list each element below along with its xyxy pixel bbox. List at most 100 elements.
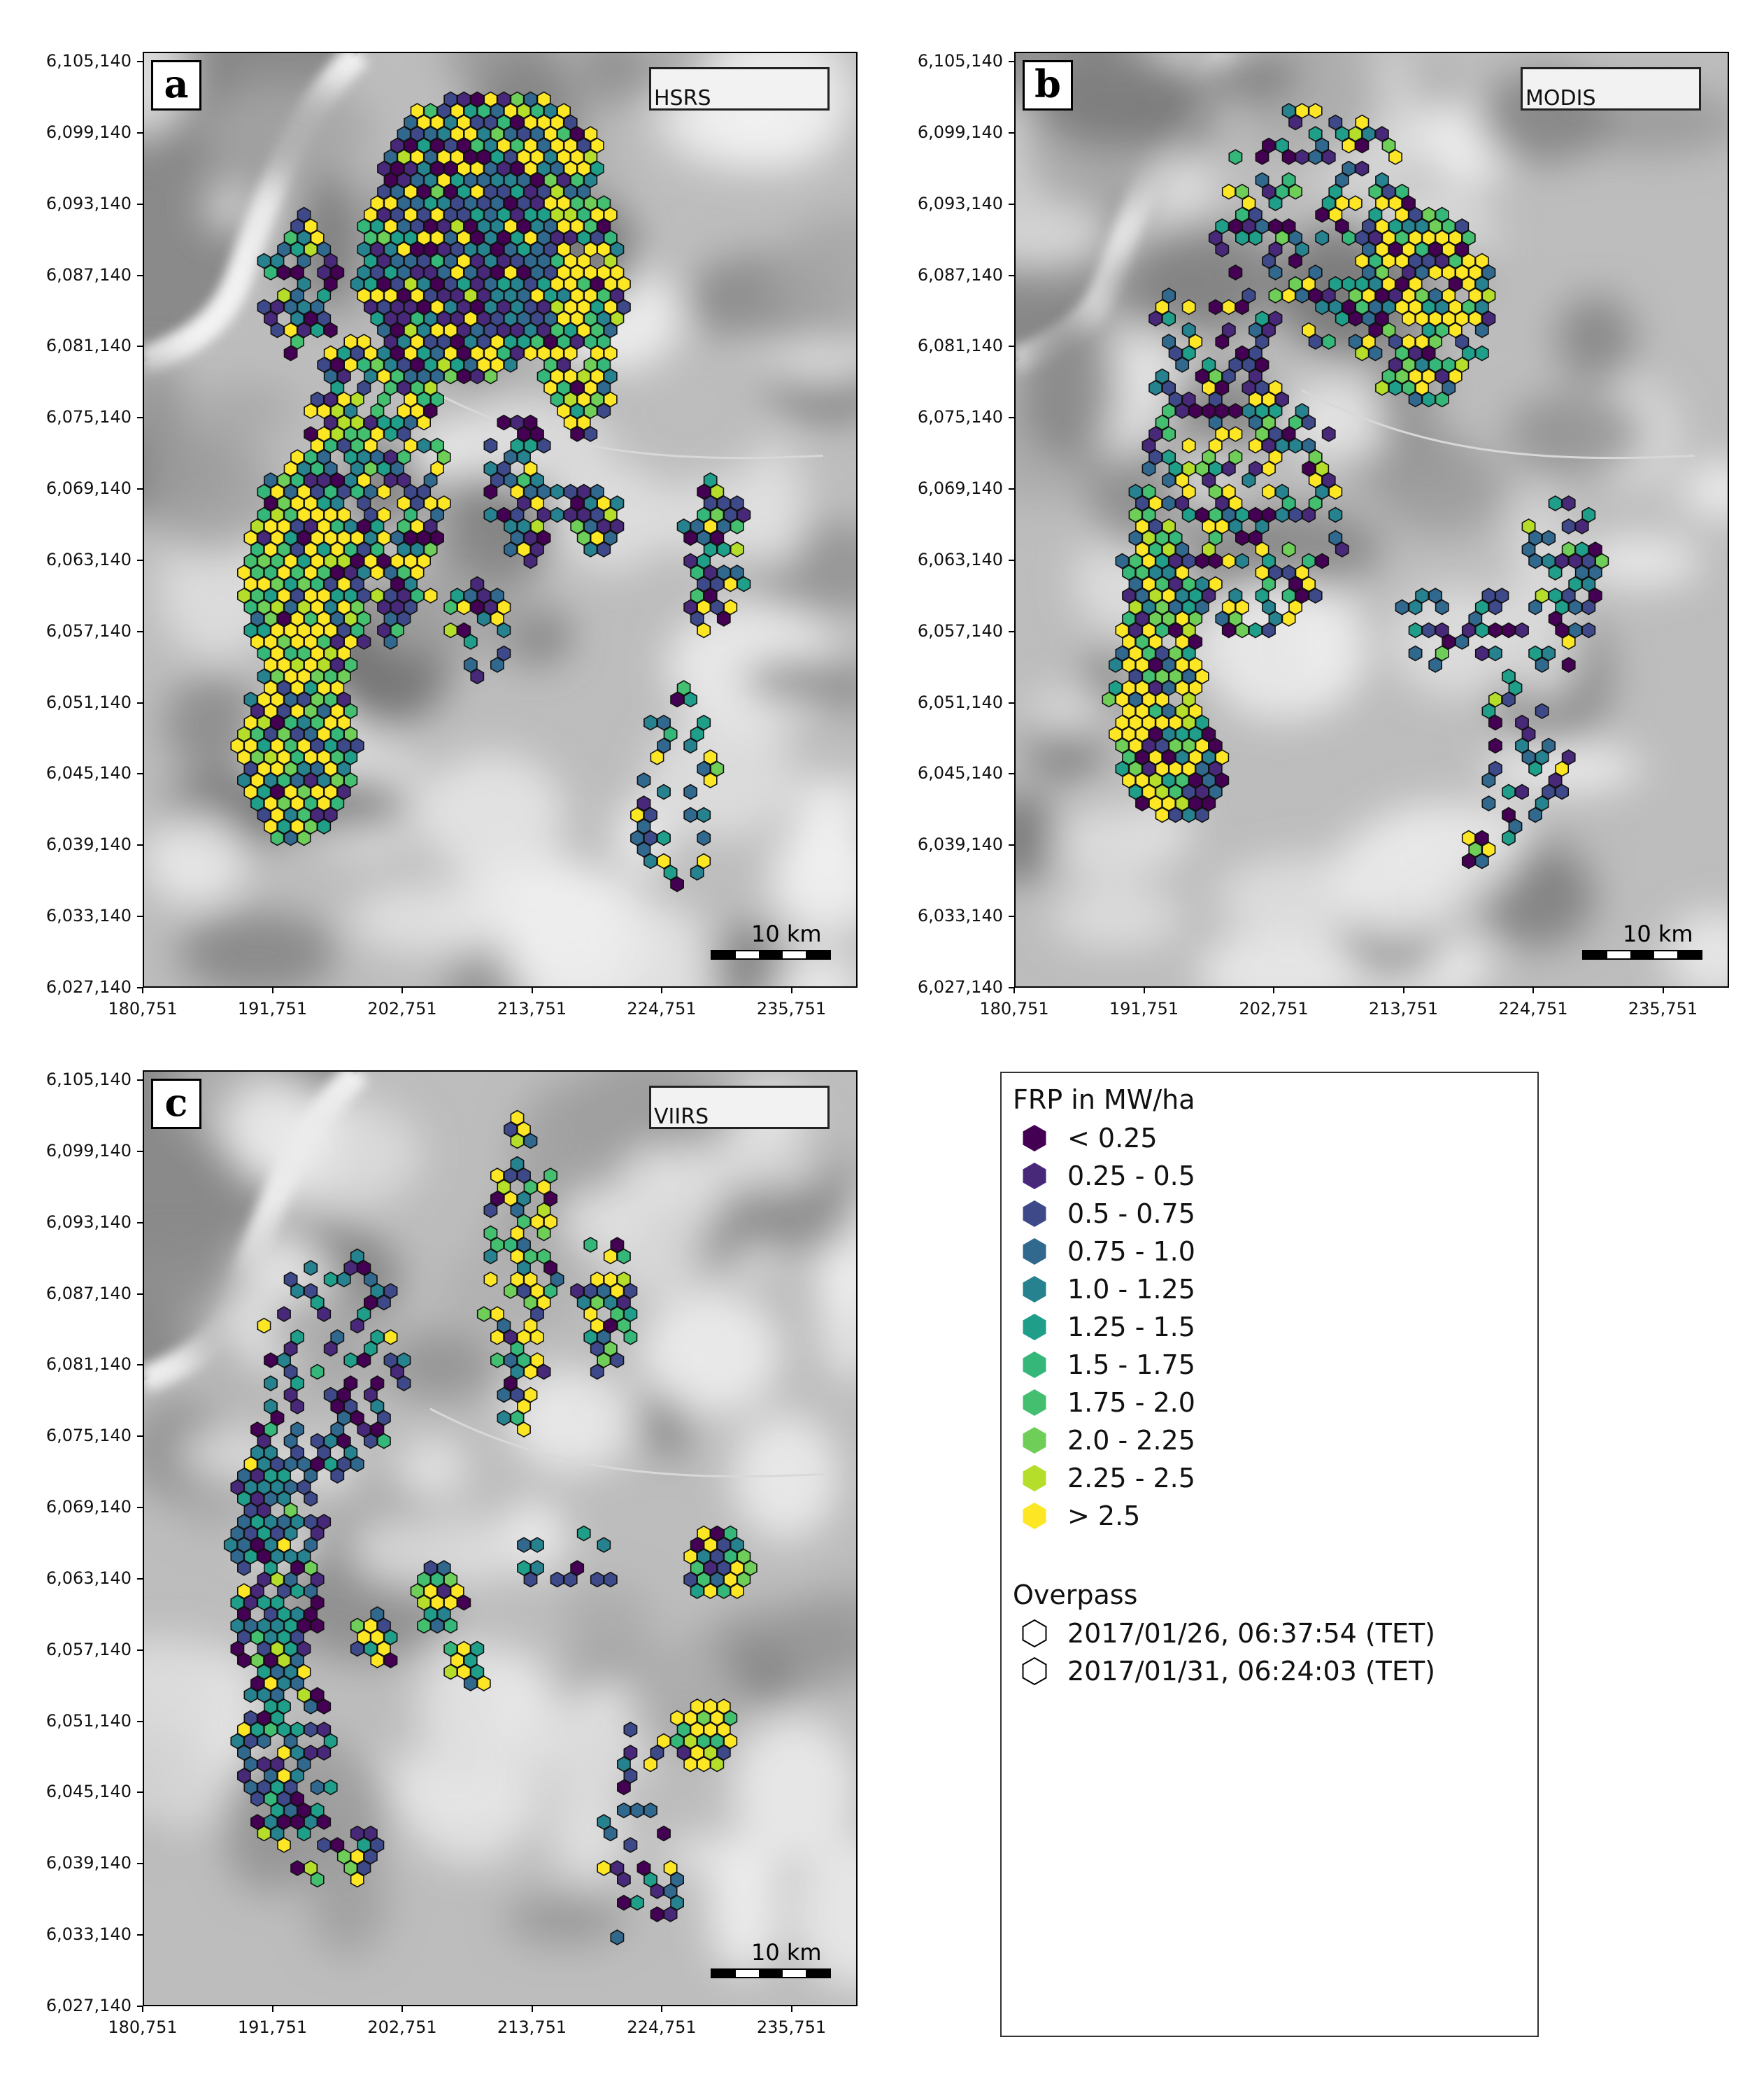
- fire-pixel-hex: [523, 1248, 538, 1265]
- fire-pixel-hex: [1421, 622, 1436, 639]
- fire-pixel-hex: [1535, 657, 1549, 673]
- fire-pixel-hex: [350, 622, 364, 639]
- fire-pixel-hex: [1561, 495, 1576, 511]
- fire-pixel-hex: [377, 1433, 391, 1449]
- fire-pixel-hex: [304, 1583, 318, 1599]
- fire-pixel-hex: [270, 530, 285, 546]
- fire-pixel-hex: [536, 1225, 551, 1242]
- fire-pixel-hex: [1208, 783, 1223, 800]
- fire-pixel-hex: [690, 1745, 704, 1761]
- fire-pixel-hex: [404, 206, 418, 223]
- fire-pixel-hex: [517, 1260, 531, 1276]
- fire-pixel-hex: [443, 91, 458, 108]
- fire-pixel-hex: [1528, 760, 1542, 777]
- fire-pixel-hex: [1202, 518, 1216, 534]
- fire-pixel-hex: [583, 1306, 598, 1322]
- fire-pixel-hex: [283, 1571, 298, 1588]
- fire-pixel-hex: [290, 772, 304, 788]
- fire-pixel-hex: [597, 495, 611, 511]
- fire-pixel-hex: [1408, 299, 1423, 315]
- fire-pixel-hex: [257, 783, 271, 800]
- fire-pixel-hex: [1368, 253, 1383, 269]
- fire-pixel-hex: [297, 276, 311, 292]
- fire-pixel-hex: [317, 634, 332, 650]
- fire-pixel-hex: [1481, 703, 1496, 719]
- fire-pixel-hex: [557, 195, 571, 211]
- fire-pixel-hex: [417, 345, 432, 362]
- fire-pixel-hex: [1235, 530, 1249, 546]
- fire-pixel-hex: [1455, 241, 1470, 257]
- fire-pixel-hex: [697, 599, 711, 616]
- fire-pixel-hex: [616, 1894, 631, 1911]
- fire-pixel-hex: [703, 541, 718, 558]
- fire-pixel-hex: [710, 1733, 725, 1750]
- fire-pixel-hex: [1175, 703, 1190, 719]
- fire-pixel-hex: [1208, 299, 1223, 315]
- fire-pixel-hex: [1148, 703, 1162, 719]
- fire-pixel-hex: [304, 495, 318, 511]
- fire-pixel-hex: [277, 1791, 291, 1807]
- fire-pixel-hex: [1215, 334, 1230, 350]
- fire-pixel-hex: [283, 1340, 298, 1357]
- fire-pixel-hex: [410, 357, 425, 373]
- fire-pixel-hex: [264, 1421, 278, 1438]
- fire-pixel-hex: [523, 160, 538, 177]
- fire-pixel-hex: [517, 1237, 531, 1253]
- fire-pixel-hex: [457, 160, 471, 177]
- fire-pixel-hex: [610, 288, 625, 304]
- fire-pixel-hex: [1548, 495, 1563, 511]
- fire-pixel-hex: [370, 357, 385, 373]
- fire-pixel-hex: [264, 726, 278, 742]
- fire-pixel-hex: [557, 288, 571, 304]
- fire-pixel-hex: [1228, 403, 1243, 419]
- fire-pixel-hex: [436, 449, 451, 465]
- fire-pixel-hex: [290, 1675, 304, 1691]
- fire-pixel-hex: [1162, 403, 1176, 419]
- fire-pixel-hex: [383, 334, 398, 350]
- fire-pixel-hex: [1168, 391, 1183, 408]
- fire-pixel-hex: [1295, 565, 1309, 581]
- fire-pixel-hex: [377, 530, 391, 546]
- fire-pixel-hex: [250, 1514, 264, 1530]
- fire-pixel-hex: [383, 172, 398, 188]
- fire-pixel-hex: [1115, 737, 1130, 754]
- fire-pixel-hex: [697, 1710, 711, 1726]
- fire-pixel-hex: [304, 541, 318, 558]
- fire-pixel-hex: [283, 553, 298, 569]
- fire-pixel-hex: [623, 1745, 638, 1761]
- fire-pixel-hex: [290, 1606, 304, 1622]
- fire-pixel-hex: [1555, 622, 1570, 639]
- fire-pixel-hex: [1155, 714, 1169, 731]
- fire-pixel-hex: [1568, 599, 1583, 616]
- hexagon-icon: [1023, 1389, 1046, 1416]
- fire-pixel-hex: [630, 807, 644, 823]
- fire-pixel-hex: [1455, 218, 1470, 234]
- fire-pixel-hex: [264, 1514, 278, 1530]
- fire-pixel-hex: [517, 1537, 531, 1553]
- fire-pixel-hex: [697, 1756, 711, 1773]
- fire-pixel-hex: [1135, 565, 1149, 581]
- fire-pixel-hex: [336, 1848, 351, 1865]
- fire-pixel-hex: [270, 1456, 285, 1473]
- fire-pixel-hex: [363, 437, 378, 454]
- fire-pixel-hex: [1461, 229, 1476, 246]
- fire-pixel-hex: [357, 588, 371, 604]
- fire-pixel-hex: [610, 518, 625, 534]
- fire-pixel-hex: [1208, 483, 1223, 500]
- fire-pixel-hex: [243, 1687, 258, 1703]
- fire-pixel-hex: [290, 1329, 304, 1345]
- fire-pixel-hex: [1342, 299, 1356, 315]
- fire-pixel-hex: [1208, 553, 1223, 569]
- fire-pixel-hex: [290, 588, 304, 604]
- fire-pixel-hex: [383, 311, 398, 327]
- fire-pixel-hex: [290, 749, 304, 765]
- fire-pixel-hex: [1455, 264, 1470, 281]
- fire-pixel-hex: [636, 818, 651, 835]
- fire-pixel-hex: [350, 1317, 364, 1334]
- fire-pixel-hex: [583, 541, 598, 558]
- fire-pixel-hex: [370, 1652, 385, 1668]
- fire-pixel-hex: [330, 403, 345, 419]
- fire-pixel-hex: [490, 149, 504, 165]
- fire-pixel-hex: [277, 288, 291, 304]
- fire-pixel-hex: [357, 634, 371, 650]
